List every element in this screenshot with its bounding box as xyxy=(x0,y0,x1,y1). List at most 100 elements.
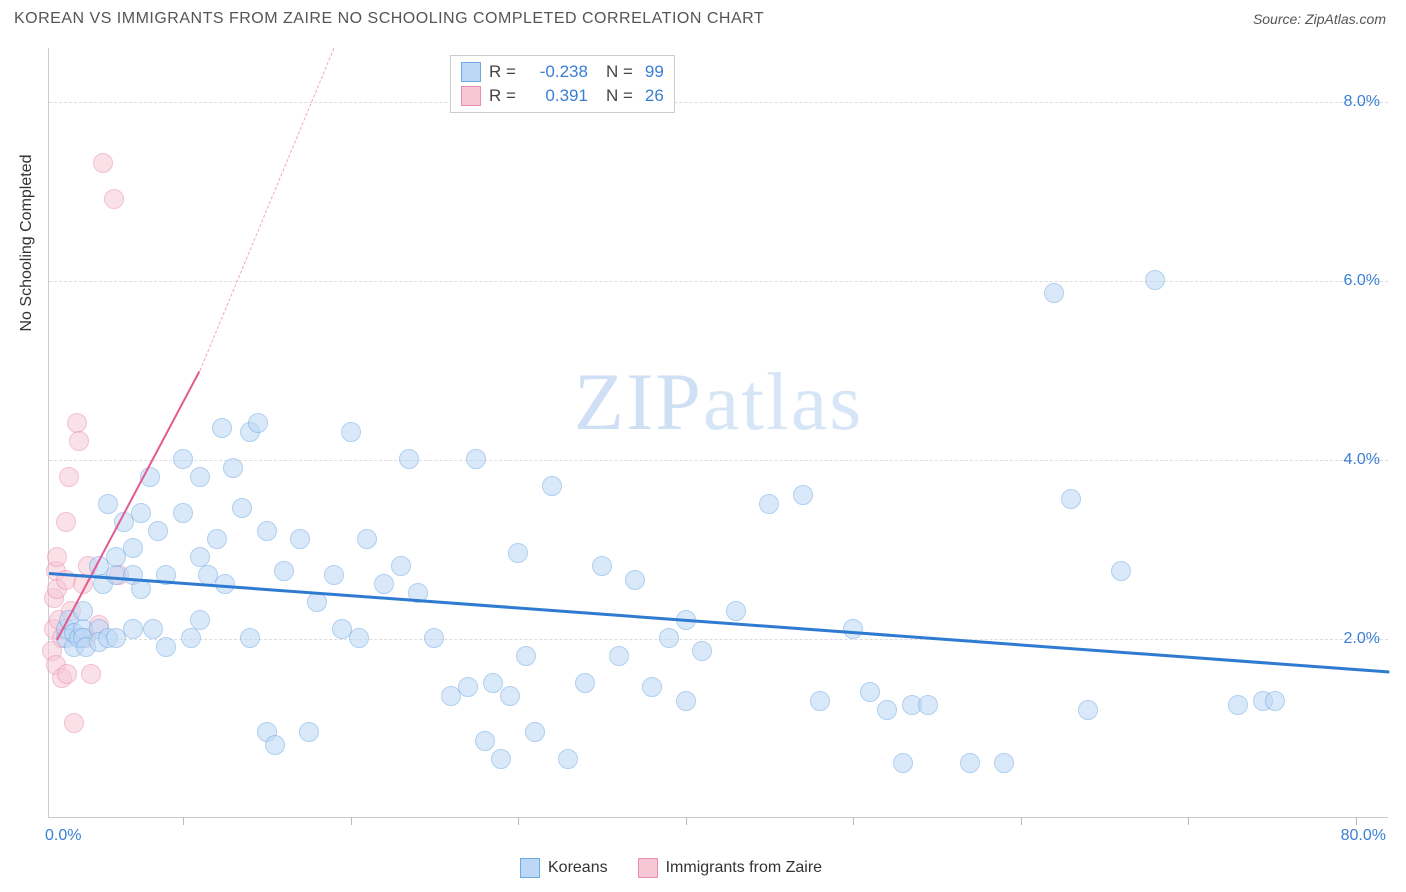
marker-koreans xyxy=(466,449,486,469)
gridline xyxy=(49,281,1388,282)
r-label: R = xyxy=(489,62,516,82)
marker-koreans xyxy=(918,695,938,715)
marker-koreans xyxy=(483,673,503,693)
x-tick xyxy=(1021,817,1022,825)
marker-koreans xyxy=(391,556,411,576)
marker-koreans xyxy=(143,619,163,639)
marker-koreans xyxy=(491,749,511,769)
marker-koreans xyxy=(592,556,612,576)
marker-koreans xyxy=(1061,489,1081,509)
marker-koreans xyxy=(793,485,813,505)
source-name: ZipAtlas.com xyxy=(1305,11,1386,27)
marker-koreans xyxy=(609,646,629,666)
y-tick-label: 8.0% xyxy=(1344,93,1380,111)
legend-row-zaire: R = 0.391 N = 26 xyxy=(461,84,664,108)
marker-koreans xyxy=(123,538,143,558)
marker-koreans xyxy=(148,521,168,541)
y-axis-title: No Schooling Completed xyxy=(18,155,36,332)
marker-zaire xyxy=(93,153,113,173)
r-value-zaire: 0.391 xyxy=(528,86,588,106)
marker-koreans xyxy=(960,753,980,773)
marker-koreans xyxy=(274,561,294,581)
marker-koreans xyxy=(223,458,243,478)
marker-zaire xyxy=(47,547,67,567)
marker-koreans xyxy=(759,494,779,514)
marker-zaire xyxy=(59,467,79,487)
marker-koreans xyxy=(299,722,319,742)
n-value-zaire: 26 xyxy=(645,86,664,106)
marker-koreans xyxy=(341,422,361,442)
marker-koreans xyxy=(190,610,210,630)
marker-koreans xyxy=(357,529,377,549)
y-tick-label: 2.0% xyxy=(1344,630,1380,648)
marker-koreans xyxy=(659,628,679,648)
r-value-koreans: -0.238 xyxy=(528,62,588,82)
legend-swatch-koreans xyxy=(520,858,540,878)
marker-koreans xyxy=(516,646,536,666)
marker-koreans xyxy=(131,503,151,523)
x-tick xyxy=(351,817,352,825)
marker-koreans xyxy=(1078,700,1098,720)
marker-koreans xyxy=(525,722,545,742)
x-tick xyxy=(686,817,687,825)
marker-koreans xyxy=(860,682,880,702)
marker-koreans xyxy=(1111,561,1131,581)
marker-koreans xyxy=(542,476,562,496)
marker-zaire xyxy=(69,431,89,451)
legend-item-koreans: Koreans xyxy=(520,858,608,878)
marker-zaire xyxy=(64,713,84,733)
marker-koreans xyxy=(810,691,830,711)
n-label: N = xyxy=(606,62,633,82)
marker-koreans xyxy=(508,543,528,563)
marker-koreans xyxy=(232,498,252,518)
trendline-koreans xyxy=(49,572,1389,673)
legend-swatch-zaire xyxy=(638,858,658,878)
marker-koreans xyxy=(123,619,143,639)
marker-koreans xyxy=(1265,691,1285,711)
marker-koreans xyxy=(843,619,863,639)
series-legend: Koreans Immigrants from Zaire xyxy=(520,858,822,878)
marker-koreans xyxy=(290,529,310,549)
correlation-legend: R = -0.238 N = 99 R = 0.391 N = 26 xyxy=(450,55,675,113)
marker-koreans xyxy=(692,641,712,661)
marker-koreans xyxy=(424,628,444,648)
marker-koreans xyxy=(625,570,645,590)
marker-koreans xyxy=(642,677,662,697)
marker-koreans xyxy=(156,637,176,657)
marker-koreans xyxy=(173,449,193,469)
r-label: R = xyxy=(489,86,516,106)
marker-koreans xyxy=(190,467,210,487)
marker-koreans xyxy=(1044,283,1064,303)
gridline xyxy=(49,102,1388,103)
marker-koreans xyxy=(257,521,277,541)
marker-koreans xyxy=(212,418,232,438)
x-tick xyxy=(183,817,184,825)
source-credit: Source: ZipAtlas.com xyxy=(1253,11,1386,27)
y-tick-label: 4.0% xyxy=(1344,451,1380,469)
marker-koreans xyxy=(324,565,344,585)
marker-koreans xyxy=(1145,270,1165,290)
marker-koreans xyxy=(726,601,746,621)
marker-koreans xyxy=(181,628,201,648)
marker-zaire xyxy=(56,512,76,532)
x-tick xyxy=(1188,817,1189,825)
x-tick xyxy=(853,817,854,825)
x-axis-min-label: 0.0% xyxy=(45,827,81,845)
marker-zaire xyxy=(81,664,101,684)
marker-zaire xyxy=(104,189,124,209)
marker-koreans xyxy=(994,753,1014,773)
marker-koreans xyxy=(458,677,478,697)
marker-koreans xyxy=(877,700,897,720)
x-axis-max-label: 80.0% xyxy=(1341,827,1386,845)
marker-koreans xyxy=(374,574,394,594)
marker-koreans xyxy=(575,673,595,693)
n-label: N = xyxy=(606,86,633,106)
legend-swatch-zaire xyxy=(461,86,481,106)
marker-koreans xyxy=(475,731,495,751)
marker-koreans xyxy=(558,749,578,769)
x-tick xyxy=(518,817,519,825)
marker-koreans xyxy=(500,686,520,706)
n-value-koreans: 99 xyxy=(645,62,664,82)
plot-area: 2.0%4.0%6.0%8.0% ZIPatlas 0.0% 80.0% xyxy=(48,48,1388,818)
marker-zaire xyxy=(57,664,77,684)
